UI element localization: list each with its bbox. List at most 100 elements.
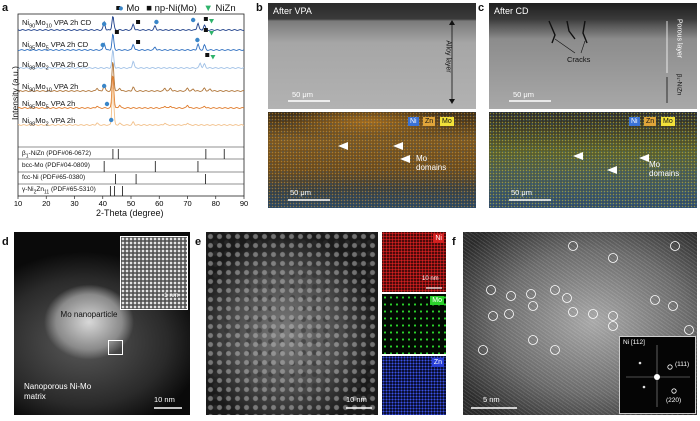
legend-ni-badge: Ni xyxy=(408,117,419,126)
zone-axis-label: Ni [112] xyxy=(623,339,645,346)
legend-mo-badge: Mo xyxy=(440,117,454,126)
porous-layer-label: Porous layer xyxy=(675,18,683,59)
nizn-layer-label: β₁-NiZn xyxy=(675,73,683,96)
legend-ni-badge: Ni xyxy=(629,117,640,126)
legend-zn-badge: Zn xyxy=(644,117,657,126)
defect-marker-circle xyxy=(504,309,514,319)
cracks-pointer xyxy=(580,40,586,54)
defect-marker-circle xyxy=(550,285,560,295)
crack-shape xyxy=(548,20,588,44)
x-tick-label: 50 xyxy=(127,199,135,208)
map-scale-label: 10 nm xyxy=(422,276,439,282)
defect-marker-circle xyxy=(670,241,680,251)
x-tick-label: 40 xyxy=(99,199,107,208)
np-ni-peak-marker xyxy=(136,40,141,44)
mo-peak-marker xyxy=(104,101,110,107)
legend-mo-badge: Mo xyxy=(661,117,675,126)
sem-vpa-title: After VPA xyxy=(273,6,312,16)
xrd-legend: ● Mo ■ np-Ni(Mo) ▼ NiZn xyxy=(118,3,236,14)
defect-marker-circle xyxy=(528,301,538,311)
panel-b-letter: b xyxy=(256,2,263,14)
trace-label: Ni95Mo5 VPA 2h CD xyxy=(22,40,89,52)
defect-marker-circle xyxy=(668,301,678,311)
inset-scale-label: 1 nm xyxy=(164,292,179,299)
mo-domain-arrow xyxy=(573,152,583,160)
np-ni-peak-marker xyxy=(203,28,208,32)
np-ni-peak-marker xyxy=(203,17,208,21)
defect-marker-circle xyxy=(550,345,560,355)
trace-label: Ni90Mo10 VPA 2h CD xyxy=(22,18,92,30)
defect-marker-circle xyxy=(608,311,618,321)
fft-spot-111 xyxy=(667,364,673,370)
xrd-trace xyxy=(18,87,244,126)
defect-marker-circle xyxy=(486,285,496,295)
mo-domains-label: Mo domains xyxy=(649,160,680,178)
legend-mo-icon: ● xyxy=(118,3,124,14)
panel-a-letter: a xyxy=(2,2,9,14)
eds-map-zn: Zn xyxy=(382,356,446,415)
alloy-layer-label: Alloy layer xyxy=(444,40,452,73)
mo-peak-marker xyxy=(195,37,200,43)
mo-domains-label: Mo domains xyxy=(416,154,447,172)
hrtem-panel-f: Ni [112] (111) (220) 5 nm xyxy=(463,232,697,415)
xrd-xlabel: 2-Theta (degree) xyxy=(96,208,164,218)
mo-peak-marker xyxy=(101,83,107,89)
panel-d-letter: d xyxy=(2,236,9,248)
ref-label-bcc-mo: bcc-Mo (PDF#04-0809) xyxy=(22,162,90,169)
fft-inset: Ni [112] (111) (220) xyxy=(619,336,696,414)
defect-marker-circle xyxy=(588,309,598,319)
x-tick-label: 90 xyxy=(240,199,248,208)
scale-label-e: 10 nm xyxy=(346,395,367,404)
panel-c-letter: c xyxy=(478,2,485,14)
xrd-trace xyxy=(18,75,244,109)
defect-marker-circle xyxy=(568,241,578,251)
cracks-pointer xyxy=(554,38,576,54)
nizn-peak-marker xyxy=(209,19,215,24)
legend-zn-badge: Zn xyxy=(423,117,436,126)
fft-spot xyxy=(638,361,642,365)
scale-label-b2: 50 μm xyxy=(290,188,311,197)
x-tick-label: 10 xyxy=(14,199,22,208)
mo-domain-arrow xyxy=(338,142,348,150)
eds-mo-badge: Mo xyxy=(430,296,444,305)
mo-peak-marker xyxy=(109,117,114,123)
np-ni-peak-marker xyxy=(114,30,119,34)
legend-mo-label: Mo xyxy=(126,3,140,14)
mo-peak-marker xyxy=(190,17,196,23)
trace-label: Ni95Mo5 VPA 2h xyxy=(22,99,76,111)
fft-center-spot xyxy=(654,374,660,380)
xrd-chart: 10 20 30 40 50 60 70 80 90 xyxy=(14,6,248,208)
defect-marker-circle xyxy=(528,335,538,345)
legend-nizn-icon: ▼ xyxy=(203,3,213,14)
xrd-trace xyxy=(18,49,244,69)
x-tick-label: 70 xyxy=(183,199,191,208)
panel-e-letter: e xyxy=(195,236,202,248)
eds-map-mo: Mo xyxy=(382,294,446,354)
nizn-peak-marker xyxy=(209,31,215,36)
ref-label-nizn: β1-NiZn (PDF#06-0672) xyxy=(22,150,92,160)
defect-marker-circle xyxy=(568,307,578,317)
eds-map-ni: Ni 10 nm xyxy=(382,232,446,292)
eds-zn-badge: Zn xyxy=(431,358,444,367)
defect-marker-circle xyxy=(506,291,516,301)
fft-spot-220 xyxy=(671,388,677,394)
haadf-panel-d: 1 nm Mo nanoparticle Nanoporous Ni-Mo ma… xyxy=(14,232,190,415)
mo-domain-arrow xyxy=(607,166,617,174)
cracks-label: Cracks xyxy=(567,55,591,64)
np-ni-peak-marker xyxy=(205,53,210,57)
scale-label-c2: 50 μm xyxy=(511,188,532,197)
trace-label: Ni90Mo10 VPA 2h xyxy=(22,82,79,94)
mo-domain-arrow xyxy=(393,142,403,150)
np-ni-peak-marker xyxy=(136,20,141,24)
panel-f-letter: f xyxy=(452,236,456,248)
xrd-trace xyxy=(18,33,244,51)
ref-label-gamma: γ-Ni2Zn11 (PDF#65-5310) xyxy=(22,186,96,196)
eds-ni-badge: Ni xyxy=(433,234,444,243)
matrix-label: Nanoporous Ni-Mo matrix xyxy=(24,382,92,401)
scale-label-f: 5 nm xyxy=(483,395,500,404)
x-tick-label: 60 xyxy=(155,199,163,208)
xrd-trace xyxy=(18,62,244,92)
ref-label-fcc-ni: fcc-Ni (PDF#65-0380) xyxy=(22,174,86,181)
sem-panel-vpa: After VPA Alloy layer 50 μm xyxy=(268,3,476,109)
defect-marker-circle xyxy=(526,289,536,299)
